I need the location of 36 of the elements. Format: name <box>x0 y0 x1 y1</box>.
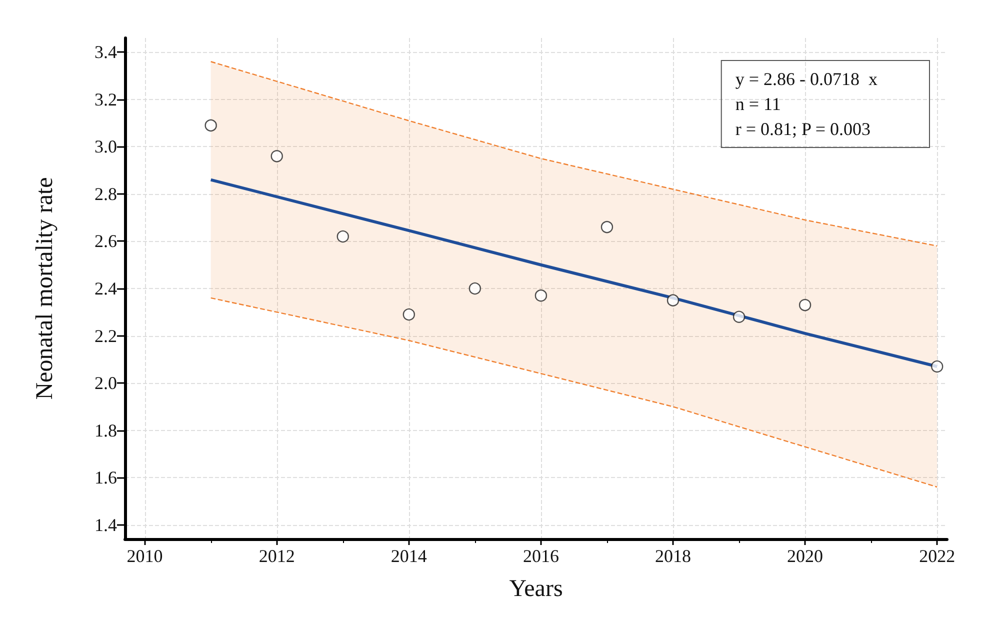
x-tick-label: 2012 <box>258 546 295 566</box>
annotation: y = 2.86 - 0.0718 x <box>735 69 878 89</box>
y-tick-label: 1.4 <box>94 514 117 535</box>
y-tick-label: 1.8 <box>94 420 117 440</box>
x-tick-label: 2022 <box>919 546 956 566</box>
y-tick-label: 3.4 <box>94 42 117 62</box>
y-tick-label: 2.6 <box>94 231 117 252</box>
point <box>732 310 746 323</box>
x-tick-label: 2018 <box>655 546 691 566</box>
y-tick-label: 3.0 <box>94 136 117 157</box>
point <box>666 294 680 306</box>
point <box>534 289 548 302</box>
x-tick-label: 2010 <box>126 546 163 566</box>
annotation: r = 0.81; P = 0.003 <box>735 119 870 139</box>
y-tick-label: 2.2 <box>94 326 117 346</box>
point <box>270 150 283 162</box>
point <box>931 360 944 373</box>
point <box>336 230 349 243</box>
point <box>204 119 217 132</box>
y-tick-label: 2.4 <box>94 278 117 298</box>
y-tick-label: 2.0 <box>94 373 117 394</box>
annotation: n = 11 <box>735 94 781 114</box>
line-series <box>210 61 938 247</box>
point <box>798 298 812 312</box>
y-tick-label: 1.6 <box>94 468 117 488</box>
x-tick-label: 2020 <box>787 546 824 566</box>
x-axis-title: Years <box>509 576 563 602</box>
line-series <box>210 297 938 488</box>
x-tick-label: 2016 <box>522 546 559 566</box>
x-tick-label: 2014 <box>390 546 427 566</box>
y-tick-label: 2.8 <box>94 184 117 204</box>
point <box>600 220 614 234</box>
point <box>468 282 482 295</box>
point <box>402 308 416 321</box>
y-tick-label: 3.2 <box>94 89 117 110</box>
y-axis-title: Neonatal mortality rate <box>32 177 58 400</box>
